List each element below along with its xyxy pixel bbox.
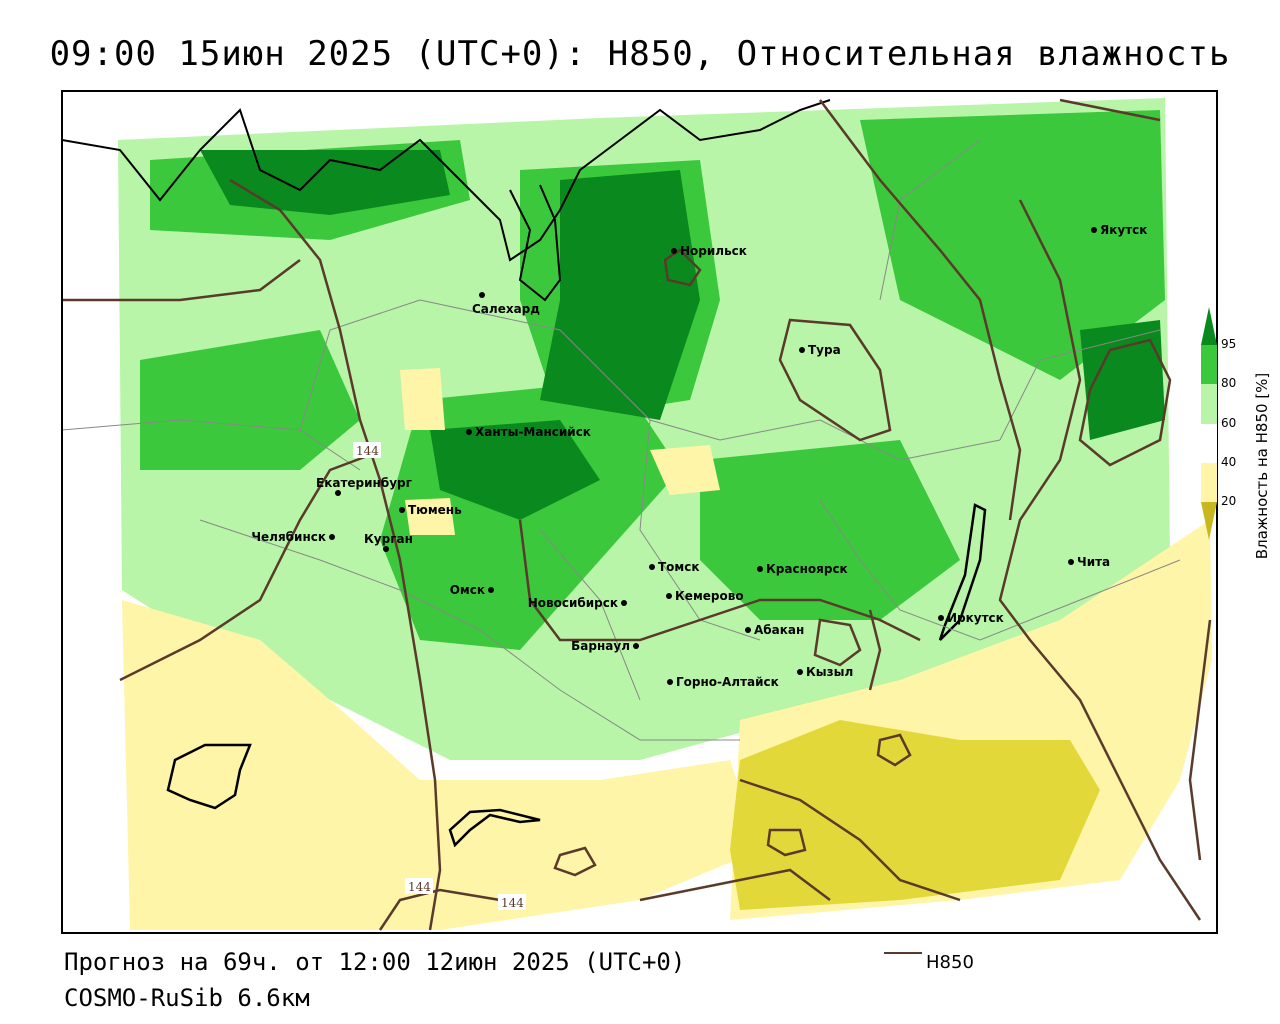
city-label: Норильск xyxy=(680,244,747,258)
aral-sea xyxy=(166,743,252,810)
city-marker xyxy=(335,490,341,496)
humidity-above-95-area-east xyxy=(1080,320,1165,440)
colorbar-80-95 xyxy=(1201,345,1217,384)
city-marker xyxy=(1068,559,1074,565)
h850-contours xyxy=(62,98,1212,931)
contour-label: 144 xyxy=(356,444,379,458)
city-label: Омск xyxy=(450,583,485,597)
colorbar-title: Влажность на H850 [%] xyxy=(1253,372,1271,560)
city-label: Барнаул xyxy=(571,639,630,653)
coastline xyxy=(62,99,831,262)
colorbar-tick: 95 xyxy=(1221,337,1237,351)
contour-label-box xyxy=(498,894,526,910)
yamal-coast xyxy=(509,184,562,302)
contour-label-box xyxy=(353,442,381,458)
city-marker xyxy=(399,507,405,513)
humidity-80-95-area-east xyxy=(860,110,1165,380)
map-frame xyxy=(61,90,1218,934)
city-marker xyxy=(1091,227,1097,233)
city-marker xyxy=(466,429,472,435)
colorbar-tick: 60 xyxy=(1221,416,1237,430)
city-marker xyxy=(649,564,655,570)
city-marker xyxy=(745,627,751,633)
city-label: Якутск xyxy=(1100,223,1147,237)
city-label: Горно-Алтайск xyxy=(676,675,779,689)
city-label: Тюмень xyxy=(408,503,462,517)
colorbar-tick: 20 xyxy=(1221,494,1237,508)
contour-label: 144 xyxy=(408,880,431,894)
colorbar-tick: 80 xyxy=(1221,376,1237,390)
model-name: COSMO-RuSib 6.6км xyxy=(64,984,310,1012)
humidity-80-95-area-southwest-band xyxy=(140,330,360,470)
city-marker xyxy=(633,643,639,649)
map-field xyxy=(62,91,1217,933)
map-title: 09:00 15июн 2025 (UTC+0): H850, Относите… xyxy=(49,34,1231,74)
city-label: Тура xyxy=(808,343,841,357)
city-label: Абакан xyxy=(754,623,804,637)
contour-label: 144 xyxy=(501,896,524,910)
colorbar xyxy=(1201,307,1217,540)
colorbar-tick: 40 xyxy=(1221,455,1237,469)
city-marker xyxy=(797,669,803,675)
city-label: Томск xyxy=(658,560,700,574)
humidity-dry-spot-tyumen xyxy=(405,498,455,535)
city-marker xyxy=(757,566,763,572)
humidity-dry-spot-urals xyxy=(400,368,445,430)
forecast-info: Прогноз на 69ч. от 12:00 12июн 2025 (UTC… xyxy=(64,948,686,976)
city-marker xyxy=(383,546,389,552)
city-label: Екатеринбург xyxy=(316,476,412,490)
h850-legend-line xyxy=(884,952,922,954)
city-marker xyxy=(667,679,673,685)
city-label: Челябинск xyxy=(251,530,326,544)
lake-balkhash xyxy=(448,808,541,848)
humidity-80-95-area-krasnoyarsk xyxy=(700,440,960,620)
lake-baikal xyxy=(938,503,987,641)
city-label: Новосибирск xyxy=(528,596,618,610)
colorbar-above-95 xyxy=(1201,307,1217,345)
colorbar-60-80 xyxy=(1201,384,1217,424)
colorbar-below-20 xyxy=(1201,502,1217,540)
city-label: Ханты-Мансийск xyxy=(475,425,591,439)
city-label: Салехард xyxy=(472,302,540,316)
colorbar-20-40 xyxy=(1201,463,1217,502)
city-label: Кызыл xyxy=(806,665,853,679)
city-marker xyxy=(329,534,335,540)
city-label: Чита xyxy=(1077,555,1110,569)
h850-legend-label: H850 xyxy=(926,952,974,973)
city-label: Курган xyxy=(364,532,413,546)
city-label: Кемерово xyxy=(675,589,744,603)
contour-label-box xyxy=(405,878,433,894)
humidity-below-20-area xyxy=(730,720,1100,910)
city-marker xyxy=(938,615,944,621)
city-label: Красноярск xyxy=(766,562,848,576)
humidity-dry-spot-tomsk-north xyxy=(650,445,720,495)
city-marker xyxy=(666,593,672,599)
city-label: Иркутск xyxy=(947,611,1004,625)
city-marker xyxy=(479,292,485,298)
city-marker xyxy=(621,600,627,606)
colorbar-40-60 xyxy=(1201,424,1217,463)
city-marker xyxy=(799,347,805,353)
humidity-20-40-area-southwest xyxy=(122,600,760,930)
humidity-above-95-area-taimyr xyxy=(540,170,700,420)
city-marker xyxy=(671,248,677,254)
city-marker xyxy=(488,587,494,593)
humidity-above-95-area-khanty xyxy=(430,420,600,520)
city-markers: Якутск Норильск Салехард Тура Ханты-Мансийск… xyxy=(251,223,1147,689)
